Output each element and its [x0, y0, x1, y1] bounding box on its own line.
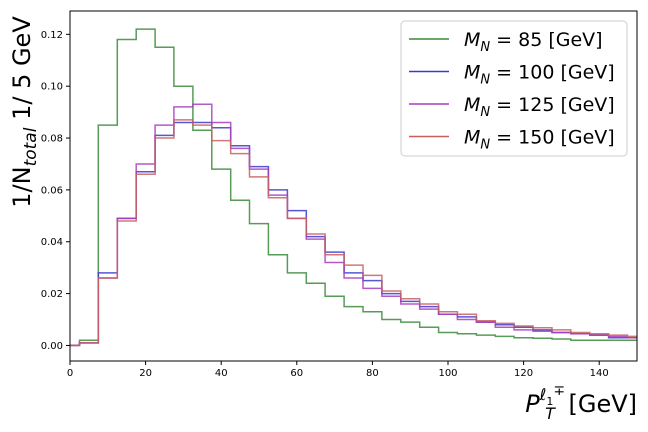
- legend-box: [400, 20, 628, 157]
- series-line-3: [70, 103, 637, 347]
- legend-label-3: MN = 125 [GeV]: [464, 94, 615, 120]
- series-line-1: [70, 28, 637, 347]
- x-tick-label: 60: [290, 368, 303, 379]
- y-tick-label: 0.06: [41, 185, 63, 196]
- legend-label-4: MN = 150 [GeV]: [464, 127, 615, 153]
- legend-label-1: MN = 85 [GeV]: [464, 29, 603, 55]
- x-tick-label: 80: [366, 368, 379, 379]
- x-tick-label: 100: [438, 368, 457, 379]
- plot-frame: [69, 10, 638, 362]
- y-tick-label: 0.02: [41, 289, 63, 300]
- legend: MN = 85 [GeV] MN = 100 [GeV] MN = 125 [GeV…: [400, 20, 628, 157]
- x-tick-label: 140: [590, 368, 609, 379]
- x-axis: 0 20 40 60 80 100 120 140: [67, 361, 609, 379]
- y-axis: 0.00 0.02 0.04 0.06 0.08 0.10 0.12: [41, 30, 70, 352]
- x-tick-label: 0: [67, 368, 73, 379]
- series-line-4: [70, 119, 637, 347]
- y-tick-label: 0.04: [41, 237, 63, 248]
- y-axis-title: 1/Ntotal 1/ 5 GeV: [8, 16, 41, 208]
- y-tick-label: 0.08: [41, 134, 63, 145]
- y-tick-label: 0.10: [41, 82, 63, 93]
- y-tick-label: 0.00: [41, 341, 63, 352]
- x-tick-label: 20: [139, 368, 152, 379]
- x-tick-label: 40: [215, 368, 228, 379]
- x-axis-title: Pℓ1∓ T [GeV]: [525, 383, 637, 423]
- y-tick-label: 0.12: [41, 30, 63, 41]
- x-tick-label: 120: [514, 368, 533, 379]
- legend-label-2: MN = 100 [GeV]: [464, 62, 615, 88]
